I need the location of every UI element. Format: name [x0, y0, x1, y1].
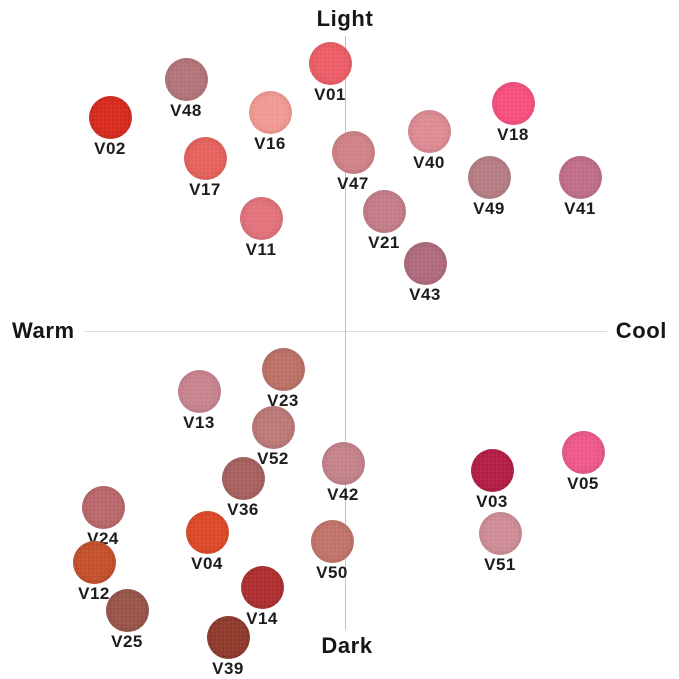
shade-dot[interactable] — [558, 155, 602, 199]
axis-label-warm: Warm — [12, 318, 75, 343]
shade-swatch-v47[interactable]: V47 — [331, 130, 375, 193]
shade-dot[interactable] — [407, 109, 451, 153]
shade-label: V50 — [316, 562, 348, 582]
shade-swatch-v52[interactable]: V52 — [251, 405, 295, 468]
shade-label: V13 — [183, 412, 215, 432]
shade-swatch-v14[interactable]: V14 — [240, 565, 284, 628]
shade-label: V40 — [413, 152, 445, 172]
shade-dot[interactable] — [239, 196, 283, 240]
shade-swatch-v25[interactable]: V25 — [105, 588, 149, 651]
shade-label: V21 — [368, 232, 400, 252]
axis-label-light: Light — [316, 6, 374, 31]
shade-label: V48 — [170, 100, 202, 120]
shade-label: V16 — [254, 133, 286, 153]
shade-label: V41 — [564, 198, 596, 218]
shade-dot[interactable] — [105, 588, 149, 632]
shade-label: V01 — [314, 84, 346, 104]
shade-label: V25 — [111, 631, 143, 651]
shade-label: V18 — [497, 124, 529, 144]
shade-swatch-v41[interactable]: V41 — [558, 155, 602, 218]
shade-swatch-v50[interactable]: V50 — [310, 519, 354, 582]
shade-swatch-v17[interactable]: V17 — [183, 136, 227, 199]
shade-dot[interactable] — [261, 347, 305, 391]
shade-dot[interactable] — [183, 136, 227, 180]
shade-label: V04 — [191, 553, 223, 573]
shade-dot[interactable] — [88, 95, 132, 139]
shade-swatch-v36[interactable]: V36 — [221, 456, 265, 519]
axis-label-cool: Cool — [615, 318, 667, 343]
shade-label: V17 — [189, 179, 221, 199]
shade-swatch-v01[interactable]: V01 — [308, 41, 352, 104]
shade-label: V51 — [484, 554, 516, 574]
shade-dot[interactable] — [561, 430, 605, 474]
shade-dot[interactable] — [221, 456, 265, 500]
shade-swatch-v03[interactable]: V03 — [470, 448, 514, 511]
shade-dot[interactable] — [478, 511, 522, 555]
shade-dot[interactable] — [248, 90, 292, 134]
shade-dot[interactable] — [185, 510, 229, 554]
shade-label: V47 — [337, 173, 369, 193]
shade-dot[interactable] — [362, 189, 406, 233]
shade-swatch-v23[interactable]: V23 — [261, 347, 305, 410]
shade-dot[interactable] — [177, 369, 221, 413]
shade-swatch-v24[interactable]: V24 — [81, 485, 125, 548]
shade-swatch-v43[interactable]: V43 — [403, 241, 447, 304]
shade-label: V49 — [473, 198, 505, 218]
shade-label: V39 — [212, 658, 244, 678]
shade-label: V36 — [227, 499, 259, 519]
shade-dot[interactable] — [240, 565, 284, 609]
shade-dot[interactable] — [321, 441, 365, 485]
shade-swatch-v51[interactable]: V51 — [478, 511, 522, 574]
shade-dot[interactable] — [491, 81, 535, 125]
horizontal-axis-line — [85, 331, 607, 332]
shade-dot[interactable] — [206, 615, 250, 659]
shade-label: V11 — [245, 239, 277, 259]
shade-swatch-v12[interactable]: V12 — [72, 540, 116, 603]
shade-label: V42 — [327, 484, 359, 504]
shade-dot[interactable] — [331, 130, 375, 174]
shade-dot[interactable] — [164, 57, 208, 101]
shade-dot[interactable] — [251, 405, 295, 449]
shade-swatch-v16[interactable]: V16 — [248, 90, 292, 153]
shade-dot[interactable] — [470, 448, 514, 492]
shade-dot[interactable] — [81, 485, 125, 529]
shade-swatch-v05[interactable]: V05 — [561, 430, 605, 493]
shade-swatch-v48[interactable]: V48 — [164, 57, 208, 120]
shade-swatch-v40[interactable]: V40 — [407, 109, 451, 172]
axis-label-dark: Dark — [321, 633, 373, 658]
vertical-axis-line — [345, 36, 346, 630]
shade-label: V14 — [246, 608, 278, 628]
shade-dot[interactable] — [310, 519, 354, 563]
shade-label: V05 — [567, 473, 599, 493]
shade-dot[interactable] — [403, 241, 447, 285]
shade-swatch-v49[interactable]: V49 — [467, 155, 511, 218]
shade-swatch-v21[interactable]: V21 — [362, 189, 406, 252]
shade-label: V02 — [94, 138, 126, 158]
shade-swatch-v11[interactable]: V11 — [239, 196, 283, 259]
shade-label: V03 — [476, 491, 508, 511]
shade-swatch-v42[interactable]: V42 — [321, 441, 365, 504]
shade-swatch-v18[interactable]: V18 — [491, 81, 535, 144]
shade-swatch-v39[interactable]: V39 — [206, 615, 250, 678]
shade-swatch-v02[interactable]: V02 — [88, 95, 132, 158]
shade-label: V52 — [257, 448, 289, 468]
shade-swatch-v13[interactable]: V13 — [177, 369, 221, 432]
shade-label: V43 — [409, 284, 441, 304]
shade-dot[interactable] — [72, 540, 116, 584]
shade-dot[interactable] — [467, 155, 511, 199]
shade-dot[interactable] — [308, 41, 352, 85]
shade-label: V12 — [78, 583, 110, 603]
shade-swatch-v04[interactable]: V04 — [185, 510, 229, 573]
shade-label: V23 — [267, 390, 299, 410]
